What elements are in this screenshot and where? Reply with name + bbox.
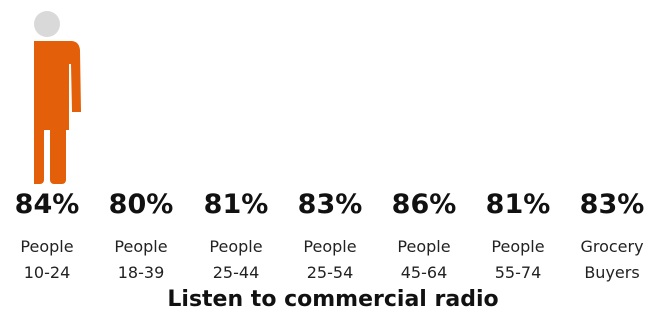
figure-filled-5: [486, 11, 550, 184]
value-label: 81%: [485, 189, 551, 220]
figure-unfilled-1: [109, 11, 173, 184]
value-label: 83%: [297, 189, 363, 220]
figure-filled-6: [578, 11, 646, 184]
value-label: 84%: [14, 189, 80, 220]
figure-unfilled-0: [34, 11, 60, 37]
figure-filled-2: [202, 11, 270, 184]
category-label: People 55-74: [491, 237, 545, 282]
figure-filled-3: [298, 11, 362, 184]
category-label: Grocery Buyers: [580, 237, 644, 282]
figure-filled-4: [390, 11, 458, 184]
value-label: 80%: [108, 189, 174, 220]
figure-unfilled-2: [202, 11, 270, 184]
category-label: People 45-64: [397, 237, 451, 282]
figure-unfilled-4: [390, 11, 458, 184]
figure-unfilled-5: [486, 11, 550, 184]
category-label: People 25-44: [209, 237, 263, 282]
figure-unfilled-6: [578, 11, 646, 184]
value-label: 81%: [203, 189, 269, 220]
category-label: People 18-39: [114, 237, 168, 282]
figure-filled-0: [34, 41, 81, 184]
figure-filled-1: [109, 11, 173, 184]
value-label: 83%: [579, 189, 645, 220]
pictogram-figures: [34, 11, 646, 184]
category-label: People 10-24: [20, 237, 74, 282]
category-label: People 25-54: [303, 237, 357, 282]
chart-title: Listen to commercial radio: [167, 287, 499, 312]
value-label: 86%: [391, 189, 457, 220]
figure-unfilled-3: [298, 11, 362, 184]
